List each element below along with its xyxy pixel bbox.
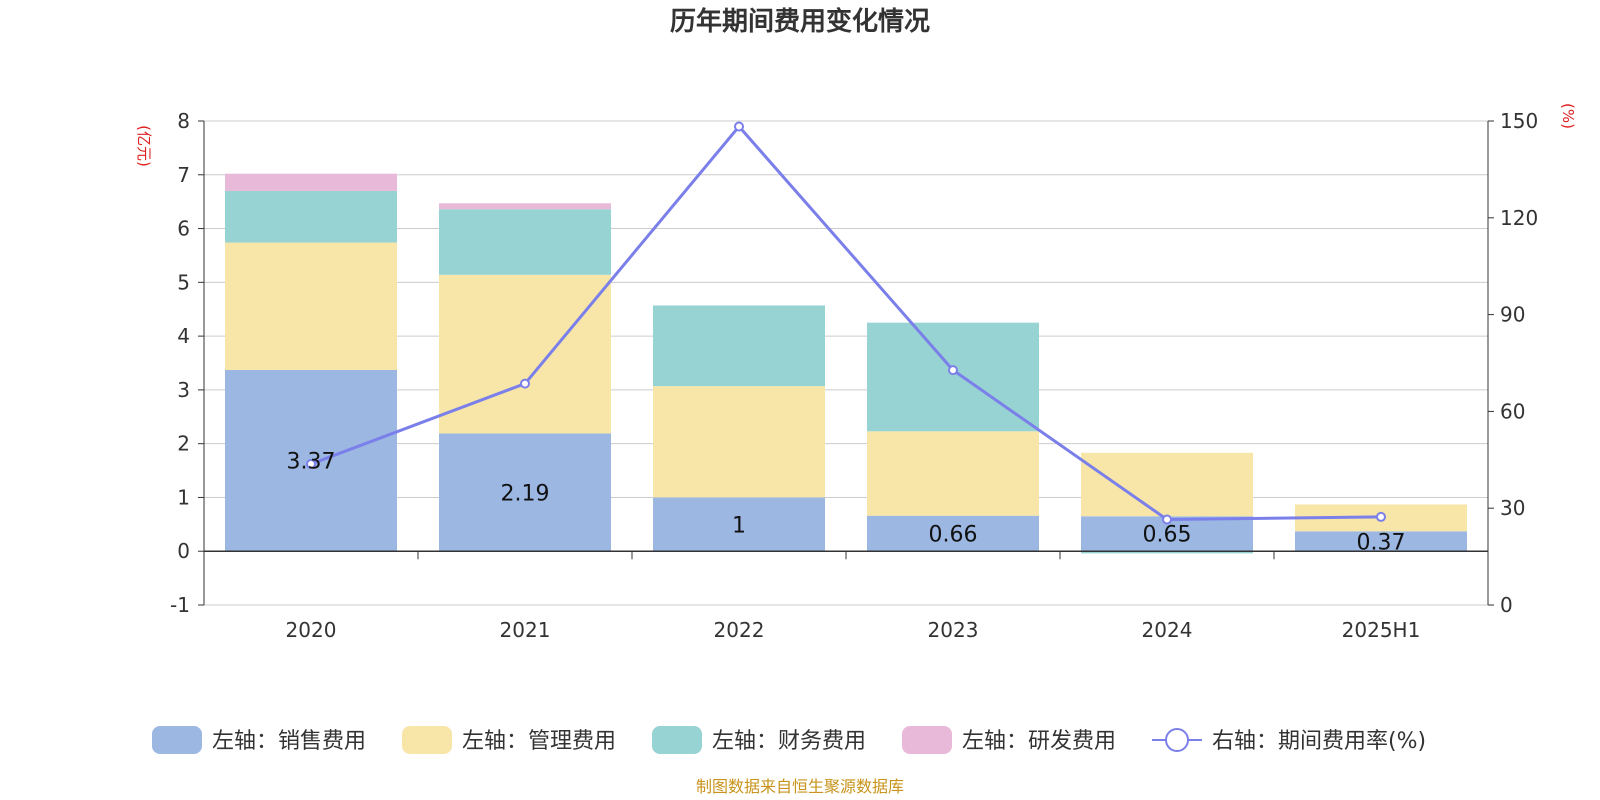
- bar-segment: [439, 203, 611, 210]
- legend-swatch[interactable]: [402, 726, 452, 754]
- bar-segment: [225, 190, 397, 243]
- legend-label[interactable]: 左轴：管理费用: [462, 729, 616, 754]
- axes: -1 0 1 2 3 4 5 6 7 8 0 30 60 90 120 150 2020 2021 2022 2023…: [135, 103, 1577, 642]
- bars: [225, 173, 1467, 554]
- bar-segment: [653, 497, 825, 552]
- data-label: 3.37: [287, 450, 336, 475]
- legend-label[interactable]: 右轴：期间费用率(%): [1212, 729, 1426, 754]
- data-label: 1: [732, 513, 746, 538]
- left-axis-tick-label: 1: [177, 485, 190, 509]
- bar-segment: [653, 305, 825, 387]
- left-axis-tick-label: 7: [177, 163, 190, 187]
- legend-swatch[interactable]: [902, 726, 952, 754]
- right-axis-unit: (%): [1559, 103, 1577, 129]
- chart-title: 历年期间费用变化情况: [670, 6, 930, 37]
- bar-segment: [653, 386, 825, 498]
- left-axis-tick-label: -1: [170, 593, 190, 617]
- data-label: 0.66: [929, 522, 978, 547]
- legend[interactable]: 左轴：销售费用 左轴：管理费用 左轴：财务费用 左轴：研发费用 右轴：期间费用率(%): [152, 726, 1426, 754]
- data-labels: 3.37 2.19 1 0.66 0.65 0.37: [287, 450, 1406, 556]
- bar-segment: [225, 173, 397, 191]
- rate-line: [306, 121, 1386, 525]
- data-label: 0.65: [1143, 523, 1192, 548]
- rate-point: [520, 378, 530, 389]
- x-axis-label: 2020: [286, 618, 337, 642]
- left-axis-tick-label: 3: [177, 378, 190, 402]
- bar-segment: [439, 433, 611, 552]
- bar-segment: [1295, 531, 1467, 552]
- left-axis-tick-label: 0: [177, 539, 190, 563]
- rate-point: [1376, 511, 1386, 522]
- source-note: 制图数据来自恒生聚源数据库: [696, 777, 904, 796]
- left-axis-tick-label: 6: [177, 217, 190, 241]
- left-axis-tick-label: 8: [177, 109, 190, 133]
- bar-segment: [867, 431, 1039, 516]
- bar-segment: [1081, 551, 1253, 554]
- legend-swatch[interactable]: [652, 726, 702, 754]
- right-axis-tick-label: 30: [1500, 496, 1525, 520]
- left-axis-unit: (亿元): [135, 125, 153, 167]
- bar-segment: [1081, 452, 1253, 517]
- x-axis-label: 2022: [714, 618, 765, 642]
- right-axis-tick-label: 0: [1500, 593, 1513, 617]
- data-label: 0.37: [1357, 530, 1406, 555]
- rate-point: [948, 365, 958, 376]
- bar-segment: [867, 322, 1039, 432]
- bar-segment: [225, 242, 397, 370]
- left-axis-tick-label: 5: [177, 270, 190, 294]
- legend-label[interactable]: 左轴：财务费用: [712, 729, 866, 754]
- legend-swatch[interactable]: [152, 726, 202, 754]
- bar-segment: [439, 274, 611, 434]
- right-axis-tick-label: 150: [1500, 109, 1538, 133]
- x-axis-label: 2024: [1142, 618, 1193, 642]
- rate-point: [734, 121, 744, 132]
- right-axis-tick-label: 90: [1500, 303, 1525, 327]
- x-axis-label: 2021: [500, 618, 551, 642]
- left-axis-tick-label: 2: [177, 432, 190, 456]
- legend-label[interactable]: 左轴：研发费用: [962, 729, 1116, 754]
- legend-marker[interactable]: [1165, 728, 1189, 752]
- x-axis-label: 2025H1: [1342, 618, 1421, 642]
- rate-point: [306, 458, 316, 469]
- data-label: 2.19: [501, 481, 550, 506]
- bar-segment: [439, 209, 611, 275]
- rate-line-path: [310, 124, 1382, 521]
- rate-point: [1162, 514, 1172, 525]
- left-axis-tick-label: 4: [177, 324, 190, 348]
- legend-label[interactable]: 左轴：销售费用: [212, 729, 366, 754]
- right-axis-tick-label: 60: [1500, 399, 1525, 423]
- right-axis-tick-label: 120: [1500, 206, 1538, 230]
- x-axis-label: 2023: [928, 618, 979, 642]
- bar-segment: [867, 515, 1039, 552]
